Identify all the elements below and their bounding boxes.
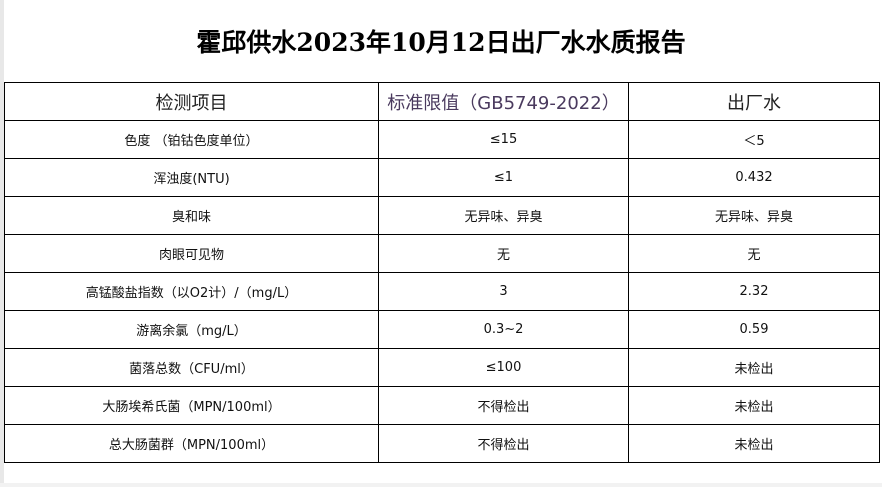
cell-item: 浑浊度(NTU): [4, 158, 379, 197]
sheet-bottom: [0, 483, 882, 487]
cell-standard: 不得检出: [378, 386, 629, 425]
cell-standard: 无异味、异臭: [378, 196, 629, 235]
table-row: 臭和味 无异味、异臭 无异味、异臭: [4, 196, 880, 235]
cell-standard: ≤100: [378, 348, 629, 387]
table-row: 高锰酸盐指数（以O2计）/（mg/L） 3 2.32: [4, 272, 880, 311]
cell-value: 无: [628, 234, 880, 273]
cell-item: 色度 （铂钴色度单位）: [4, 120, 379, 159]
cell-value: 未检出: [628, 424, 880, 463]
cell-item: 菌落总数（CFU/ml）: [4, 348, 379, 387]
table-row: 色度 （铂钴色度单位） ≤15 ＜5: [4, 120, 880, 159]
cell-item: 肉眼可见物: [4, 234, 379, 273]
cell-value: 2.32: [628, 272, 880, 311]
table-row: 肉眼可见物无无: [4, 234, 880, 273]
cell-standard: 3: [378, 272, 629, 311]
header-value: 出厂水: [628, 82, 880, 121]
cell-item: 高锰酸盐指数（以O2计）/（mg/L）: [4, 272, 379, 311]
cell-value: 未检出: [628, 386, 880, 425]
cell-item: 总大肠菌群（MPN/100ml）: [4, 424, 379, 463]
water-quality-table: 检测项目 标准限值（GB5749-2022） 出厂水 色度 （铂钴色度单位） ≤1…: [4, 82, 880, 463]
cell-value: 0.432: [628, 158, 880, 197]
cell-item: 臭和味: [4, 196, 379, 235]
cell-standard: 无: [378, 234, 629, 273]
table-row: 游离余氯（mg/L） 0.3~2 0.59: [4, 310, 880, 349]
table-row: 大肠埃希氏菌（MPN/100ml） 不得检出 未检出: [4, 386, 880, 425]
table-row: 菌落总数（CFU/ml） ≤100 未检出: [4, 348, 880, 387]
report-title: 霍邱供水2023年10月12日出厂水水质报告: [196, 28, 686, 57]
cell-standard: 0.3~2: [378, 310, 629, 349]
cell-value: 未检出: [628, 348, 880, 387]
sheet-edge: [0, 0, 4, 487]
table-header-row: 检测项目 标准限值（GB5749-2022） 出厂水: [4, 82, 880, 121]
cell-value: 0.59: [628, 310, 880, 349]
cell-item: 游离余氯（mg/L）: [4, 310, 379, 349]
cell-standard: ≤15: [378, 120, 629, 159]
cell-standard: 不得检出: [378, 424, 629, 463]
header-item: 检测项目: [4, 82, 379, 121]
cell-value: ＜5: [628, 120, 880, 159]
cell-standard: ≤1: [378, 158, 629, 197]
table-row: 总大肠菌群（MPN/100ml） 不得检出 未检出: [4, 424, 880, 463]
cell-value: 无异味、异臭: [628, 196, 880, 235]
table-row: 浑浊度(NTU) ≤1 0.432: [4, 158, 880, 197]
header-standard: 标准限值（GB5749-2022）: [378, 82, 629, 121]
cell-item: 大肠埃希氏菌（MPN/100ml）: [4, 386, 379, 425]
